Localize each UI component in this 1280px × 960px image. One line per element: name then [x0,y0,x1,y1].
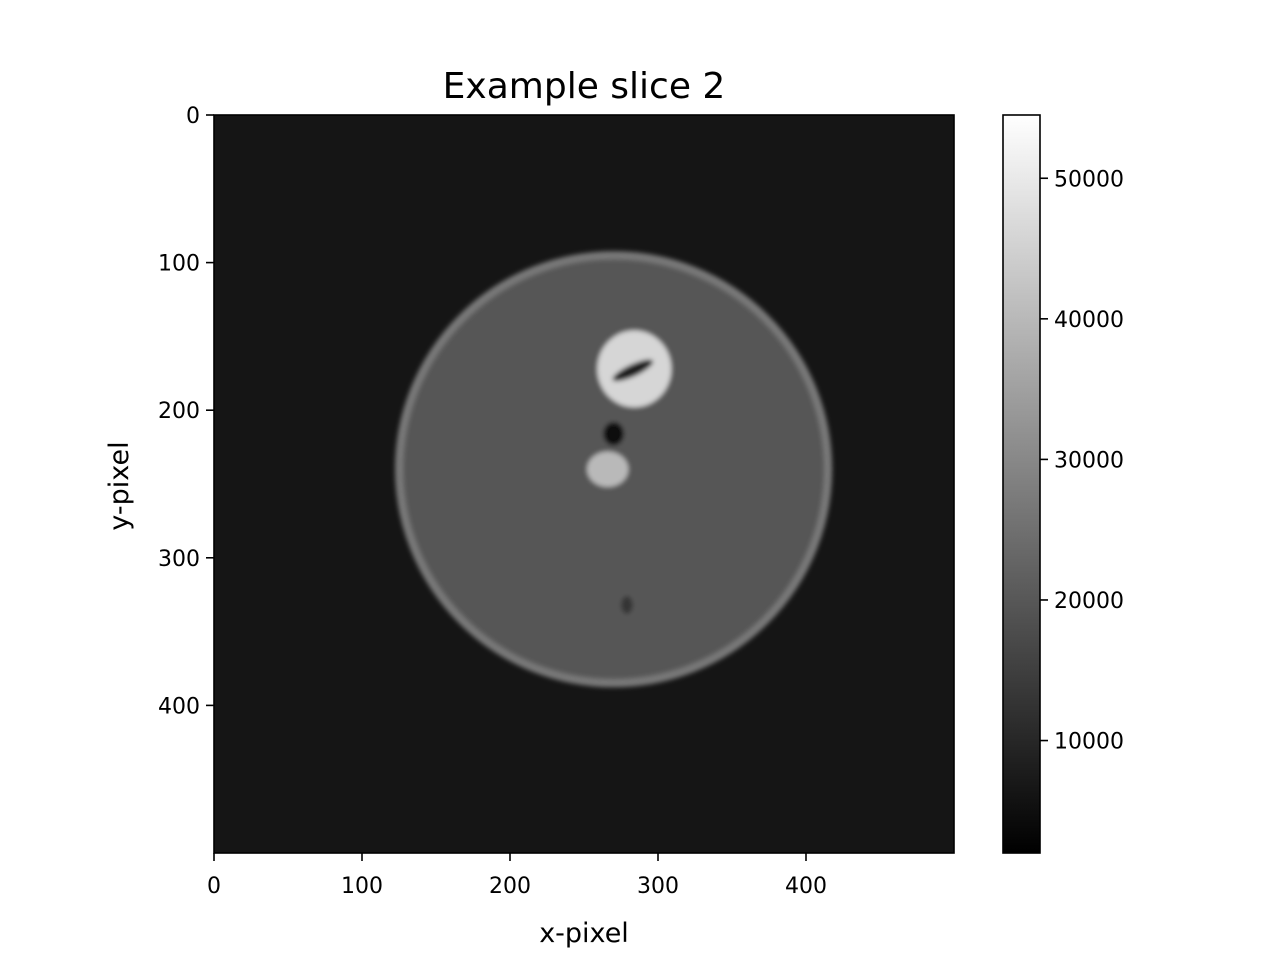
plot-area [213,114,955,854]
colorbar-tick-label-4: 50000 [1054,167,1124,192]
colorbar-ticks: 10000 20000 30000 40000 50000 [1040,167,1124,755]
colorbar-tick-label-1: 20000 [1054,589,1124,614]
image-feature-bright-spot-3 [586,451,629,487]
chart-title: Example slice 2 [443,66,726,107]
x-axis-label: x-pixel [539,918,629,949]
image-feature-dark-spot-5 [621,596,633,614]
y-axis-label: y-pixel [104,441,135,530]
x-axis: 0 100 200 300 400 [207,853,827,899]
y-tick-label-3: 300 [158,547,200,572]
colorbar-tick-label-3: 40000 [1054,308,1124,333]
y-tick-label-4: 400 [158,694,200,719]
image-feature-dark-spot-4 [603,422,624,446]
y-axis: 0 100 200 300 400 [158,104,214,719]
y-tick-label-0: 0 [186,104,200,129]
x-tick-label-3: 300 [637,874,679,899]
x-tick-label-0: 0 [207,874,221,899]
colorbar-tick-label-2: 30000 [1054,448,1124,473]
image-features [394,251,833,688]
image-feature-dark-slot-2 [612,359,654,382]
x-tick-label-2: 200 [489,874,531,899]
colorbar-gradient [1002,114,1041,854]
x-tick-label-4: 400 [785,874,827,899]
x-tick-label-1: 100 [341,874,383,899]
y-tick-label-1: 100 [158,252,200,277]
colorbar: 10000 20000 30000 40000 50000 [1002,114,1124,854]
y-tick-label-2: 200 [158,399,200,424]
plot-frame [213,114,955,854]
colorbar-tick-label-0: 10000 [1054,730,1124,755]
